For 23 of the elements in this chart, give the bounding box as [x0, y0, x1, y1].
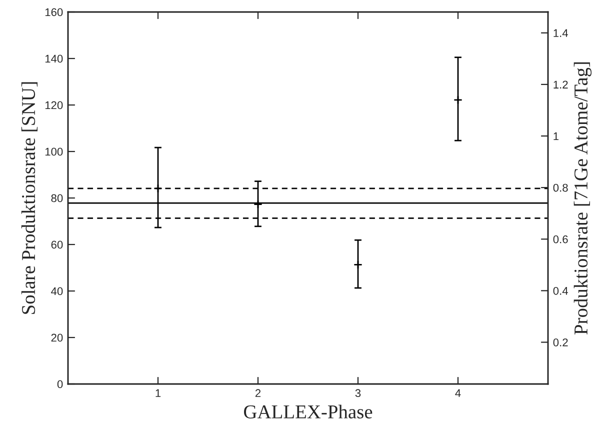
- y2-tick-label: 0.6: [553, 235, 568, 244]
- x-axis-title: GALLEX-Phase: [244, 404, 372, 418]
- x-tick-label: 1: [156, 389, 161, 397]
- x-tick-label: 2: [255, 389, 261, 397]
- y-tick-label: 40: [51, 287, 63, 296]
- y-tick-label: 20: [51, 334, 63, 342]
- y-tick-label: 120: [45, 101, 63, 110]
- y2-tick-label: 1.4: [554, 29, 568, 37]
- y-tick-label: 100: [45, 148, 63, 156]
- y2-tick-label: 1.2: [554, 80, 568, 88]
- y-tick-label: 80: [51, 194, 63, 202]
- x-tick-label: 3: [355, 389, 361, 398]
- y2-tick-label: 0.2: [553, 338, 568, 346]
- y2-axis-title: Produktionsrate [71Ge Atome/Tag]: [574, 62, 592, 334]
- y-tick-label: 0: [57, 380, 63, 388]
- y-tick-label: 140: [45, 54, 63, 63]
- y-axis-title: Solare Produktionsrate [SNU]: [21, 82, 38, 314]
- y-tick-label: 60: [51, 240, 63, 249]
- x-tick-label: 4: [455, 389, 461, 397]
- y2-tick-label: 0.4: [553, 286, 568, 295]
- y2-tick-label: 0.8: [553, 184, 568, 192]
- y-tick-label: 160: [45, 8, 63, 16]
- y2-tick-label: 1: [554, 132, 558, 140]
